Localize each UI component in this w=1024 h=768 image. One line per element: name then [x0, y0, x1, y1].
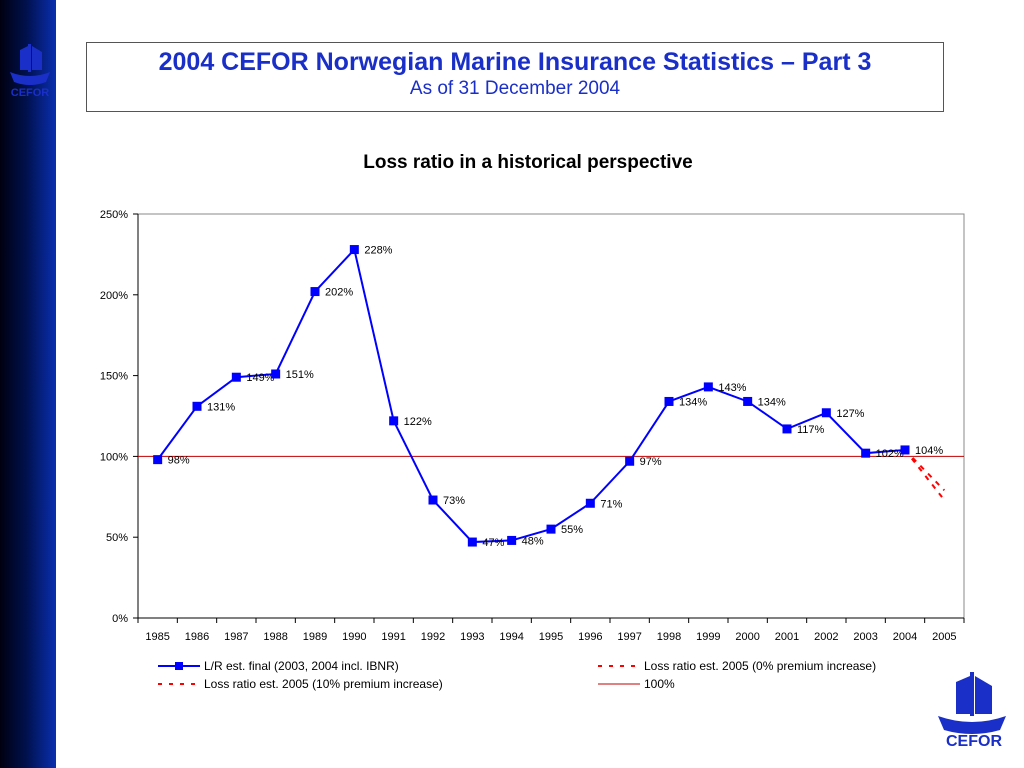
y-tick-label: 100% [100, 451, 128, 463]
sidebar-gradient [0, 0, 56, 768]
y-tick-label: 0% [112, 613, 128, 625]
data-point [546, 524, 556, 534]
x-tick-label: 1987 [224, 631, 248, 643]
data-label: 98% [168, 455, 190, 467]
estimate-2005-line-2 [904, 449, 946, 492]
data-label: 134% [758, 396, 786, 408]
x-tick-label: 1991 [381, 631, 405, 643]
y-tick-label: 150% [100, 371, 128, 383]
data-point [743, 396, 753, 406]
svg-text:CEFOR: CEFOR [11, 87, 50, 99]
data-label: 97% [640, 456, 662, 468]
data-point [428, 495, 438, 505]
data-label: 202% [325, 287, 353, 299]
x-tick-label: 1997 [617, 631, 641, 643]
legend-label: L/R est. final (2003, 2004 incl. IBNR) [204, 659, 399, 673]
data-point [467, 537, 477, 547]
x-tick-label: 1988 [263, 631, 287, 643]
data-label: 73% [443, 495, 465, 507]
data-label: 127% [836, 408, 864, 420]
data-point [625, 456, 635, 466]
x-tick-label: 2000 [735, 631, 759, 643]
data-point [703, 382, 713, 392]
x-tick-label: 1986 [185, 631, 209, 643]
data-label: 131% [207, 401, 235, 413]
data-label: 117% [797, 424, 825, 436]
title-box: 2004 CEFOR Norwegian Marine Insurance St… [86, 42, 944, 112]
page-subtitle: As of 31 December 2004 [409, 78, 621, 99]
x-tick-label: 1996 [578, 631, 602, 643]
y-tick-label: 250% [100, 209, 128, 221]
data-point [310, 287, 320, 297]
legend-item-4: 100% [598, 677, 675, 691]
data-point [231, 372, 241, 382]
data-point [507, 535, 517, 545]
data-point [349, 245, 359, 255]
data-label: 71% [600, 498, 622, 510]
x-tick-label: 1993 [460, 631, 484, 643]
data-label: 151% [286, 369, 314, 381]
legend-item-2: Loss ratio est. 2005 (0% premium increas… [598, 659, 876, 673]
x-tick-label: 1985 [145, 631, 169, 643]
data-point [389, 416, 399, 426]
x-tick-label: 1995 [539, 631, 563, 643]
data-label: 48% [522, 535, 544, 547]
series-line [156, 247, 906, 544]
data-point [821, 408, 831, 418]
estimate-2005-line-1 [904, 449, 946, 501]
legend-label: 100% [644, 677, 675, 691]
data-point [861, 448, 871, 458]
svg-text:CEFOR: CEFOR [946, 733, 1002, 750]
x-tick-label: 2001 [775, 631, 799, 643]
x-tick-label: 1999 [696, 631, 720, 643]
data-point [271, 369, 281, 379]
x-tick-label: 1990 [342, 631, 366, 643]
data-label: 143% [718, 382, 746, 394]
x-tick-label: 1992 [421, 631, 445, 643]
y-tick-label: 200% [100, 290, 128, 302]
data-point [585, 498, 595, 508]
data-point [664, 396, 674, 406]
cefor-logo-bottom: CEFOR [938, 672, 1006, 750]
x-tick-label: 2003 [853, 631, 877, 643]
x-tick-label: 1998 [657, 631, 681, 643]
x-tick-label: 2004 [893, 631, 917, 643]
data-label: 55% [561, 524, 583, 536]
page-title: 2004 CEFOR Norwegian Marine Insurance St… [158, 48, 872, 76]
x-tick-label: 1989 [303, 631, 327, 643]
data-label: 228% [364, 245, 392, 257]
data-point [192, 401, 202, 411]
data-label: 102% [876, 448, 904, 460]
data-label: 104% [915, 445, 943, 457]
x-tick-label: 1994 [499, 631, 523, 643]
x-tick-label: 2005 [932, 631, 956, 643]
data-label: 122% [404, 416, 432, 428]
cefor-logo-top: CEFOR [10, 44, 50, 99]
y-tick-label: 50% [106, 532, 128, 544]
legend-label: Loss ratio est. 2005 (0% premium increas… [644, 659, 876, 673]
legend-label: Loss ratio est. 2005 (10% premium increa… [204, 677, 443, 691]
data-label: 149% [246, 372, 274, 384]
data-label: 47% [482, 537, 504, 549]
data-point [153, 455, 163, 465]
legend-item-3: Loss ratio est. 2005 (10% premium increa… [158, 677, 443, 691]
data-point [782, 424, 792, 434]
chart-title: Loss ratio in a historical perspective [363, 152, 693, 173]
data-label: 134% [679, 396, 707, 408]
data-point [900, 445, 910, 455]
legend-item-1: L/R est. final (2003, 2004 incl. IBNR) [158, 659, 399, 673]
legend-marker [175, 662, 183, 670]
x-tick-label: 2002 [814, 631, 838, 643]
